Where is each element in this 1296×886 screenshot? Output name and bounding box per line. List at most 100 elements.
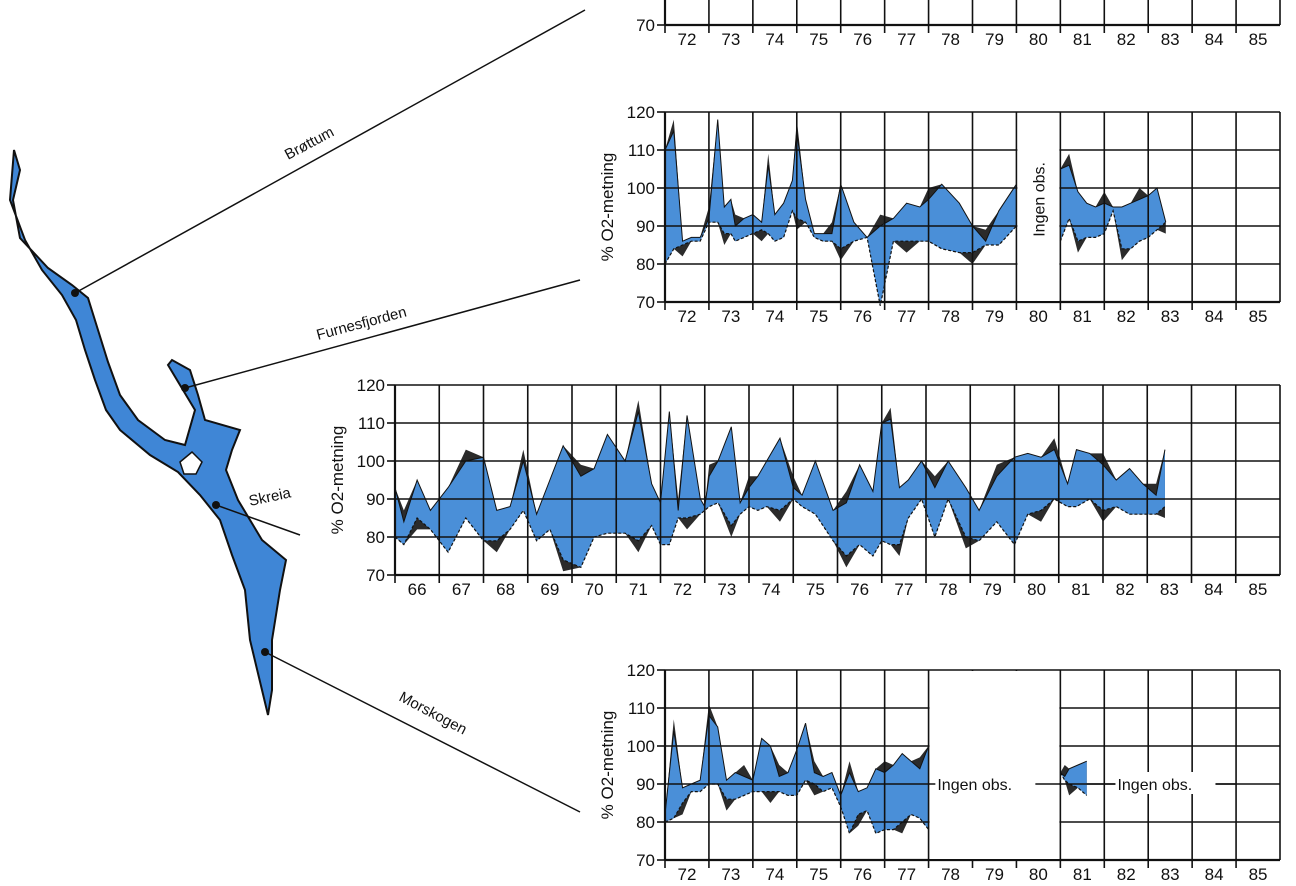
y-tick-label: 70 xyxy=(636,16,655,35)
no-obs-note: Ingen obs. xyxy=(937,777,1012,794)
note-bg xyxy=(935,772,1036,794)
x-tick-label: 72 xyxy=(678,307,697,326)
x-tick-label: 72 xyxy=(673,580,692,599)
x-tick-label: 67 xyxy=(452,580,471,599)
upper-line xyxy=(664,119,1017,243)
x-tick-label: 73 xyxy=(721,865,740,884)
x-tick-label: 83 xyxy=(1161,30,1180,49)
x-tick-label: 84 xyxy=(1204,580,1223,599)
x-tick-label: 76 xyxy=(853,307,872,326)
leader-line-brottum xyxy=(184,279,581,389)
y-tick-label: 100 xyxy=(627,737,655,756)
x-tick-label: 75 xyxy=(809,865,828,884)
x-tick-label: 81 xyxy=(1073,30,1092,49)
x-tick-label: 76 xyxy=(853,30,872,49)
y-tick-label: 110 xyxy=(628,699,655,718)
saturation-band xyxy=(1060,761,1087,796)
no-obs-note: Ingen obs. xyxy=(1031,162,1048,237)
x-tick-label: 66 xyxy=(408,580,427,599)
x-tick-label: 75 xyxy=(809,30,828,49)
x-tick-label: 80 xyxy=(1029,307,1048,326)
lake-shape xyxy=(8,149,288,716)
place-label-skreia: Skreia xyxy=(247,484,293,510)
x-tick-label: 74 xyxy=(765,865,784,884)
x-tick-label: 85 xyxy=(1249,307,1268,326)
y-tick-label: 80 xyxy=(636,255,655,274)
x-tick-label: 71 xyxy=(629,580,648,599)
y-axis-label: % O2-metning xyxy=(598,711,617,820)
y-tick-label: 80 xyxy=(366,528,385,547)
y-tick-label: 80 xyxy=(636,813,655,832)
y-tick-label: 120 xyxy=(627,103,655,122)
x-tick-label: 84 xyxy=(1205,865,1224,884)
x-tick-label: 79 xyxy=(985,307,1004,326)
x-tick-label: 74 xyxy=(765,307,784,326)
note-bg xyxy=(1115,772,1216,794)
x-tick-label: 72 xyxy=(678,865,697,884)
x-tick-label: 82 xyxy=(1117,307,1136,326)
y-tick-label: 90 xyxy=(366,490,385,509)
no-observation-area xyxy=(929,671,1060,859)
chart-skreia: 66 67 68 69 70 71 72 73 74 75 76 77 78 79 80 81 82 83 84 85… xyxy=(328,376,1281,599)
x-tick-label: 78 xyxy=(941,865,960,884)
x-tick-label: 75 xyxy=(806,580,825,599)
lower-line xyxy=(664,209,1017,306)
y-tick-label: 100 xyxy=(357,452,385,471)
no-obs-note: Ingen obs. xyxy=(1117,777,1192,794)
upper-line xyxy=(1060,760,1087,778)
x-tick-label: 70 xyxy=(585,580,604,599)
x-tick-label: 82 xyxy=(1116,580,1135,599)
y-tick-label: 70 xyxy=(636,851,655,870)
chart-brottum: 72 73 74 75 76 77 78 79 80 81 82 83 84 85 70 80 90 100 110… xyxy=(598,103,1281,326)
y-tick-label: 90 xyxy=(636,217,655,236)
x-tick-label: 82 xyxy=(1117,865,1136,884)
y-axis-label: % O2-metning xyxy=(328,426,347,535)
y-tick-label: 70 xyxy=(636,293,655,312)
x-tick-label: 78 xyxy=(941,30,960,49)
x-tick-label: 77 xyxy=(897,30,916,49)
x-tick-label: 77 xyxy=(897,307,916,326)
x-tick-label: 72 xyxy=(678,30,697,49)
x-tick-label: 84 xyxy=(1205,307,1224,326)
place-label-brottum: Brøttum xyxy=(282,123,337,163)
x-tick-label: 83 xyxy=(1161,307,1180,326)
x-tick-label: 79 xyxy=(983,580,1002,599)
no-observation-area xyxy=(1017,113,1060,301)
x-tick-label: 78 xyxy=(941,307,960,326)
y-tick-label: 100 xyxy=(627,179,655,198)
x-tick-label: 82 xyxy=(1117,30,1136,49)
x-tick-label: 69 xyxy=(540,580,559,599)
y-tick-label: 90 xyxy=(636,775,655,794)
lower-line xyxy=(394,497,1166,569)
y-axis-label: % O2-metning xyxy=(598,153,617,262)
x-tick-label: 73 xyxy=(721,30,740,49)
x-tick-label: 77 xyxy=(897,865,916,884)
x-tick-label: 83 xyxy=(1160,580,1179,599)
x-tick-label: 81 xyxy=(1073,865,1092,884)
x-tick-label: 81 xyxy=(1073,307,1092,326)
lake-map: Brøttum Furnesfjorden Skreia Morskogen xyxy=(8,9,586,813)
chart-morskogen: 72 73 74 75 76 77 78 79 80 81 82 83 84 85 70 80 90 100 110… xyxy=(598,661,1281,884)
x-tick-label: 85 xyxy=(1248,580,1267,599)
x-tick-label: 85 xyxy=(1249,865,1268,884)
x-tick-label: 80 xyxy=(1027,580,1046,599)
leader-line-skreia xyxy=(215,504,301,536)
x-tick-label: 73 xyxy=(721,307,740,326)
x-tick-label: 80 xyxy=(1029,30,1048,49)
y-tick-label: 120 xyxy=(357,376,385,395)
place-label-morskogen: Morskogen xyxy=(396,689,469,739)
island xyxy=(179,450,203,475)
y-tick-label: 110 xyxy=(628,141,655,160)
leader-line-morskogen xyxy=(264,651,581,813)
x-tick-label: 79 xyxy=(985,30,1004,49)
x-tick-label: 73 xyxy=(717,580,736,599)
x-tick-label: 80 xyxy=(1029,865,1048,884)
x-tick-label: 79 xyxy=(985,865,1004,884)
y-tick-label: 70 xyxy=(366,566,385,585)
x-tick-label: 83 xyxy=(1161,865,1180,884)
x-tick-label: 76 xyxy=(853,865,872,884)
x-tick-label: 75 xyxy=(809,307,828,326)
x-tick-label: 74 xyxy=(765,30,784,49)
x-tick-label: 85 xyxy=(1249,30,1268,49)
